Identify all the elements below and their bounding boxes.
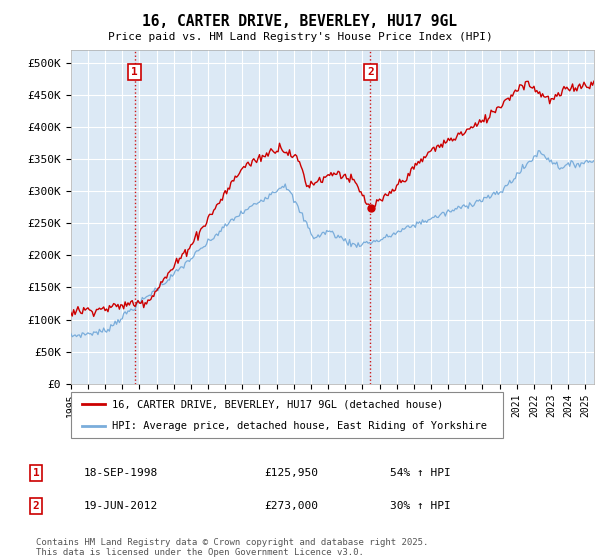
Text: 54% ↑ HPI: 54% ↑ HPI — [390, 468, 451, 478]
Text: 19-JUN-2012: 19-JUN-2012 — [84, 501, 158, 511]
Text: HPI: Average price, detached house, East Riding of Yorkshire: HPI: Average price, detached house, East… — [112, 421, 487, 431]
Text: 1: 1 — [32, 468, 40, 478]
Text: 1: 1 — [131, 67, 138, 77]
Text: 2: 2 — [367, 67, 374, 77]
Text: Price paid vs. HM Land Registry's House Price Index (HPI): Price paid vs. HM Land Registry's House … — [107, 32, 493, 43]
Text: 18-SEP-1998: 18-SEP-1998 — [84, 468, 158, 478]
Text: £125,950: £125,950 — [264, 468, 318, 478]
Text: 16, CARTER DRIVE, BEVERLEY, HU17 9GL (detached house): 16, CARTER DRIVE, BEVERLEY, HU17 9GL (de… — [112, 399, 443, 409]
Text: 30% ↑ HPI: 30% ↑ HPI — [390, 501, 451, 511]
FancyBboxPatch shape — [71, 392, 503, 438]
Text: Contains HM Land Registry data © Crown copyright and database right 2025.
This d: Contains HM Land Registry data © Crown c… — [36, 538, 428, 557]
Text: 16, CARTER DRIVE, BEVERLEY, HU17 9GL: 16, CARTER DRIVE, BEVERLEY, HU17 9GL — [143, 14, 458, 29]
Text: £273,000: £273,000 — [264, 501, 318, 511]
Text: 2: 2 — [32, 501, 40, 511]
